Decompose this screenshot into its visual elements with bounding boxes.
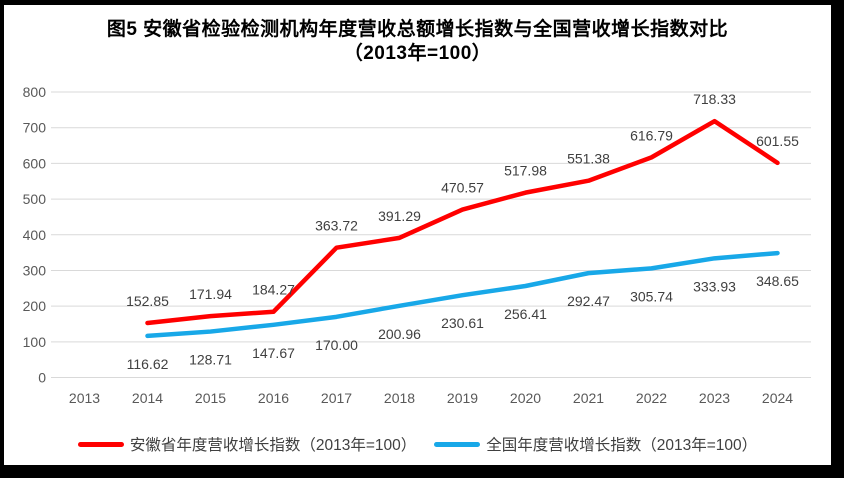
x-tick-label: 2024 bbox=[762, 390, 793, 406]
data-label: 147.67 bbox=[252, 345, 295, 361]
data-label: 616.79 bbox=[630, 127, 673, 143]
data-label: 184.27 bbox=[252, 282, 295, 298]
legend-swatch-anhui-icon bbox=[77, 441, 124, 447]
series-line-1 bbox=[145, 250, 780, 339]
y-tick-label: 600 bbox=[23, 155, 47, 171]
x-tick-label: 2022 bbox=[636, 390, 667, 406]
legend-label-anhui: 安徽省年度营收增长指数（2013年=100） bbox=[129, 437, 417, 454]
chart-title: 图5 安徽省检验检测机构年度营收总额增长指数与全国营收增长指数对比 （2013年… bbox=[4, 18, 831, 66]
data-label: 152.85 bbox=[126, 293, 169, 309]
data-label: 292.47 bbox=[567, 293, 610, 309]
x-tick-label: 2018 bbox=[384, 390, 415, 406]
data-label: 171.94 bbox=[189, 286, 232, 302]
data-label: 517.98 bbox=[504, 163, 547, 179]
x-tick-label: 2015 bbox=[195, 390, 226, 406]
data-label: 305.74 bbox=[630, 288, 673, 304]
x-tick-label: 2016 bbox=[258, 390, 289, 406]
legend-swatch-national-icon bbox=[434, 441, 481, 447]
y-tick-label: 300 bbox=[23, 262, 47, 278]
data-label: 200.96 bbox=[378, 326, 421, 342]
x-tick-label: 2021 bbox=[573, 390, 604, 406]
legend-item-anhui: 安徽省年度营收增长指数（2013年=100） bbox=[77, 433, 417, 455]
data-label: 170.00 bbox=[315, 337, 358, 353]
data-label: 601.55 bbox=[756, 133, 799, 149]
chart-plot: 0 100 200 300 400 500 600 700 800 2013 2014 2015 201… bbox=[23, 84, 811, 406]
chart-title-line1: 图5 安徽省检验检测机构年度营收总额增长指数与全国营收增长指数对比 bbox=[106, 19, 729, 40]
y-tick-label: 100 bbox=[23, 334, 47, 350]
data-label: 230.61 bbox=[441, 315, 484, 331]
data-label: 551.38 bbox=[567, 151, 610, 167]
data-label: 391.29 bbox=[378, 208, 421, 224]
legend-item-national: 全国年度营收增长指数（2013年=100） bbox=[434, 433, 757, 455]
chart-legend: 安徽省年度营收增长指数（2013年=100） 全国年度营收增长指数（2013年=… bbox=[4, 433, 831, 455]
y-tick-label: 800 bbox=[23, 84, 47, 100]
x-tick-label: 2017 bbox=[321, 390, 352, 406]
data-label: 333.93 bbox=[693, 278, 736, 294]
legend-label-national: 全国年度营收增长指数（2013年=100） bbox=[486, 437, 758, 454]
y-tick-label: 500 bbox=[23, 191, 47, 207]
data-label: 256.41 bbox=[504, 306, 547, 322]
data-label: 470.57 bbox=[441, 180, 484, 196]
x-tick-label: 2023 bbox=[699, 390, 730, 406]
y-tick-label: 0 bbox=[38, 370, 46, 386]
y-tick-label: 400 bbox=[23, 227, 47, 243]
y-tick-label: 700 bbox=[23, 120, 47, 136]
series-line-0 bbox=[145, 118, 780, 326]
data-label: 348.65 bbox=[756, 273, 799, 289]
y-tick-label: 200 bbox=[23, 298, 47, 314]
x-tick-label: 2020 bbox=[510, 390, 541, 406]
x-tick-label: 2013 bbox=[69, 390, 100, 406]
data-label: 718.33 bbox=[693, 91, 736, 107]
x-tick-label: 2014 bbox=[132, 390, 163, 406]
data-label: 116.62 bbox=[127, 356, 169, 372]
chart-title-line2: （2013年=100） bbox=[343, 43, 492, 64]
data-label: 363.72 bbox=[315, 218, 358, 234]
x-tick-label: 2019 bbox=[447, 390, 478, 406]
data-label: 128.71 bbox=[189, 352, 232, 368]
